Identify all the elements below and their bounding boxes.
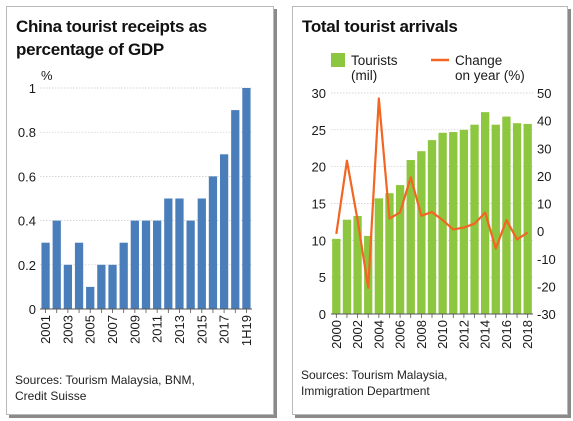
left-x-tick-label: 2003: [60, 315, 75, 344]
legend-change-unit: on year (%): [455, 68, 525, 83]
right-bar: [417, 151, 426, 314]
legend-tourists-swatch: [331, 53, 345, 67]
left-y-tick-label: 0.2: [18, 258, 36, 273]
left-y-tick-label: 0.8: [18, 125, 36, 140]
right-chart-panel: Total tourist arrivals 0 5 10 15 20 25 30 -30 -2…: [292, 6, 568, 415]
left-y-axis-unit: %: [41, 68, 53, 83]
left-bar: [164, 198, 173, 309]
left-y-tick-label: 1: [29, 81, 36, 96]
left-chart-title: China tourist receipts as percentage of …: [16, 15, 207, 61]
left-bar: [208, 176, 218, 309]
right-x-tick-label: 2016: [499, 320, 514, 349]
left-bar: [219, 154, 229, 309]
right-bar: [385, 193, 394, 314]
left-x-tick-label: 2001: [38, 315, 53, 344]
right-bar: [374, 198, 383, 314]
right-bar: [523, 123, 532, 314]
left-x-tick-label: 2015: [194, 315, 209, 344]
left-bar: [231, 110, 240, 309]
right-bar: [449, 132, 458, 314]
left-bar: [130, 220, 139, 309]
right-source-line-1: Sources: Tourism Malaysia,: [301, 368, 448, 382]
right-right-y-tick-label: 20: [537, 169, 551, 184]
right-left-y-tick-label: 20: [312, 160, 326, 175]
left-bar-chart: 0 0.2 0.4 0.6 0.8 1% 2001 2003 2005 2007 2009 2011 2…: [18, 68, 254, 346]
right-bar: [438, 132, 447, 314]
left-bar: [141, 220, 151, 309]
right-change-line: [335, 97, 529, 289]
right-right-y-tick-label: 10: [537, 197, 551, 212]
right-x-tick-label: 2014: [478, 320, 493, 349]
left-bar: [119, 242, 128, 309]
right-chart-title: Total tourist arrivals: [302, 17, 458, 36]
left-bar: [197, 198, 206, 309]
left-bar: [242, 88, 251, 309]
right-bar: [406, 160, 415, 314]
right-bar: [470, 124, 479, 314]
right-left-y-tick-label: 0: [319, 307, 326, 322]
right-source-line-2: Immigration Department: [301, 384, 430, 398]
right-right-y-tick-label: 40: [537, 114, 551, 129]
right-bar: [353, 216, 362, 314]
right-bar: [342, 219, 352, 314]
legend-tourists-unit: (mil): [351, 68, 377, 83]
right-bar: [395, 185, 405, 314]
left-bar: [86, 286, 95, 309]
right-x-tick-label: 2008: [414, 320, 429, 349]
left-bar: [153, 220, 162, 309]
right-right-y-tick-label: 30: [537, 141, 551, 156]
left-y-tick-label: 0.4: [18, 214, 36, 229]
right-bar: [427, 140, 437, 314]
left-bar: [74, 242, 84, 309]
left-chart-panel: China tourist receipts as percentage of …: [6, 6, 274, 415]
left-chart-source: Sources: Tourism Malaysia, BNM, Credit S…: [15, 372, 215, 404]
left-source-line-2: Credit Suisse: [15, 389, 87, 403]
right-left-y-tick-label: 5: [319, 270, 326, 285]
left-x-tick-label: 2011: [150, 315, 165, 343]
right-left-y-tick-label: 10: [312, 233, 326, 248]
right-right-y-tick-label: -30: [537, 307, 556, 322]
right-chart-source: Sources: Tourism Malaysia, Immigration D…: [301, 367, 501, 399]
right-right-y-tick-label: 50: [537, 86, 551, 101]
right-left-y-tick-label: 15: [312, 197, 326, 212]
left-bar: [63, 264, 73, 309]
right-bar: [491, 124, 500, 314]
right-left-y-tick-label: 25: [312, 123, 326, 138]
left-title-line-1: China tourist receipts as: [16, 17, 207, 36]
right-right-y-tick-label: -20: [537, 279, 556, 294]
right-combo-chart: 0 5 10 15 20 25 30 -30 -20 -10 0 10 20 30 40 50 2000 2002…: [312, 53, 556, 349]
right-bar: [512, 123, 522, 314]
left-x-tick-label: 2013: [172, 315, 187, 344]
right-x-tick-label: 2000: [329, 320, 344, 349]
right-x-tick-label: 2010: [435, 320, 450, 349]
right-bar: [332, 238, 341, 314]
right-right-y-tick-label: 0: [537, 224, 544, 239]
right-right-y-tick-label: -10: [537, 252, 556, 267]
left-bar: [41, 242, 50, 309]
right-bar: [459, 129, 469, 314]
legend-change-label: Change: [455, 53, 502, 68]
right-left-y-tick-label: 30: [312, 86, 326, 101]
left-title-line-2: percentage of GDP: [16, 40, 164, 59]
right-x-tick-label: 2002: [350, 320, 365, 349]
left-bar: [186, 220, 195, 309]
left-x-tick-label: 2017: [217, 315, 232, 344]
right-x-tick-label: 2004: [371, 320, 386, 349]
right-x-tick-label: 2006: [393, 320, 408, 349]
legend-tourists-label: Tourists: [351, 53, 398, 68]
right-bar: [502, 116, 511, 314]
left-bar: [52, 220, 61, 309]
left-y-tick-label: 0: [29, 302, 36, 317]
left-x-tick-label: 2007: [105, 315, 120, 344]
left-x-tick-label: 2005: [83, 315, 98, 344]
left-x-tick-label: 2009: [127, 315, 142, 344]
right-x-tick-label: 2012: [456, 320, 471, 349]
left-bar: [108, 264, 117, 309]
left-bar: [175, 198, 184, 309]
left-x-tick-label: 1H19: [239, 315, 254, 346]
left-source-line-1: Sources: Tourism Malaysia, BNM,: [15, 373, 195, 387]
right-x-tick-label: 2018: [520, 320, 535, 349]
left-bar: [97, 264, 106, 309]
left-y-tick-label: 0.6: [18, 169, 36, 184]
